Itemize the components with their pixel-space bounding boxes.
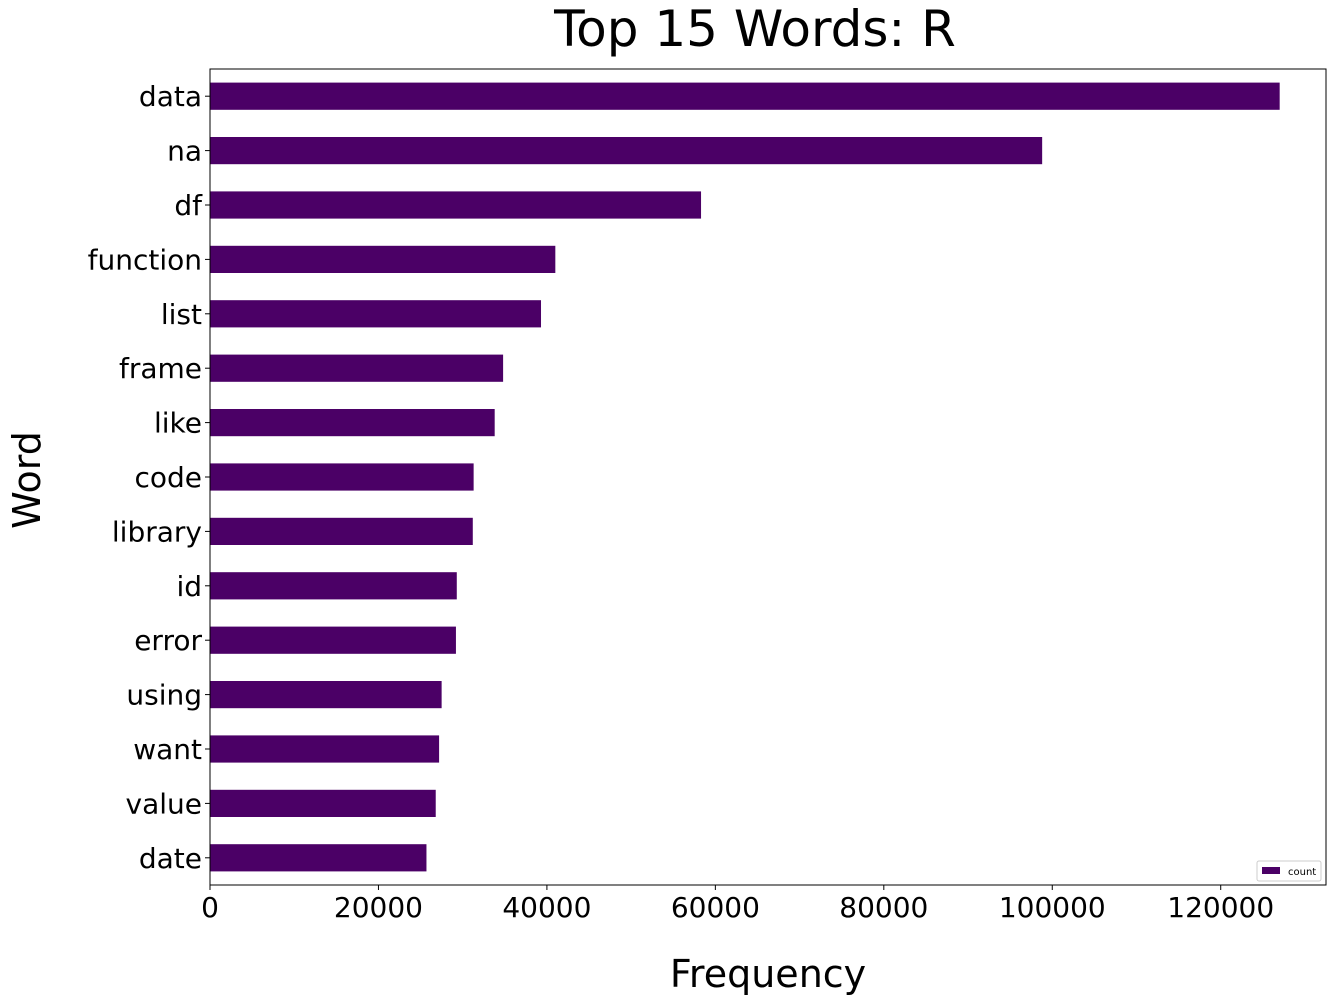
x-tick-label: 80000 bbox=[839, 891, 928, 924]
legend-box bbox=[1256, 860, 1322, 882]
y-tick-label: code bbox=[134, 461, 202, 494]
x-tick-label: 20000 bbox=[334, 891, 423, 924]
y-tick-label: value bbox=[126, 787, 202, 820]
y-tick-label: like bbox=[154, 407, 202, 440]
y-tick-label: data bbox=[139, 80, 202, 113]
y-tick-label: frame bbox=[119, 352, 202, 385]
x-ticks-group: 0 20000 40000 60000 80000 100000 120000 bbox=[201, 885, 1274, 924]
y-tick-label: function bbox=[88, 243, 202, 276]
bar-code bbox=[210, 463, 474, 491]
y-tick-label: using bbox=[126, 679, 202, 712]
x-tick-label: 120000 bbox=[1167, 891, 1274, 924]
x-tick-label: 60000 bbox=[671, 891, 760, 924]
bar-value bbox=[210, 789, 436, 817]
x-axis-label: Frequency bbox=[670, 952, 866, 996]
bar-frame bbox=[210, 354, 504, 382]
legend-label: count bbox=[1288, 867, 1316, 878]
bar-na bbox=[210, 137, 1043, 165]
bar-list bbox=[210, 300, 542, 328]
bar-like bbox=[210, 409, 495, 437]
y-tick-label: date bbox=[139, 842, 202, 875]
bar-library bbox=[210, 517, 473, 545]
y-tick-label: id bbox=[176, 570, 202, 603]
bar-df bbox=[210, 191, 702, 219]
bar-error bbox=[210, 626, 456, 654]
bars-group bbox=[210, 82, 1280, 872]
bar-data bbox=[210, 82, 1280, 110]
plot-frame bbox=[209, 68, 1327, 886]
chart-title: Top 15 Words: R bbox=[553, 0, 956, 58]
bar-using bbox=[210, 681, 442, 709]
y-axis-label: Word bbox=[5, 431, 49, 529]
x-tick-label: 40000 bbox=[502, 891, 591, 924]
bar-id bbox=[210, 572, 457, 600]
bar-want bbox=[210, 735, 440, 763]
bar-date bbox=[210, 844, 427, 872]
x-tick-label: 100000 bbox=[999, 891, 1106, 924]
y-tick-label: list bbox=[161, 298, 202, 331]
y-tick-label: library bbox=[112, 515, 202, 548]
y-tick-label: df bbox=[174, 189, 203, 222]
legend: count bbox=[1256, 860, 1322, 882]
y-tick-label: error bbox=[134, 624, 202, 657]
bar-function bbox=[210, 245, 556, 273]
legend-swatch bbox=[1262, 867, 1280, 874]
y-ticks-group: data na df function list frame like code library… bbox=[88, 80, 210, 875]
y-tick-label: want bbox=[133, 733, 202, 766]
x-tick-label: 0 bbox=[201, 891, 219, 924]
y-tick-label: na bbox=[167, 135, 202, 168]
